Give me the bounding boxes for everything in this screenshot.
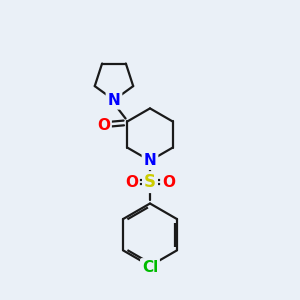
Text: O: O: [162, 175, 175, 190]
Text: N: N: [108, 93, 120, 108]
Text: S: S: [144, 173, 156, 191]
Text: N: N: [144, 153, 156, 168]
Text: N: N: [144, 153, 156, 168]
Text: Cl: Cl: [142, 260, 158, 275]
Text: O: O: [125, 175, 138, 190]
Text: O: O: [97, 118, 110, 134]
Text: N: N: [108, 93, 120, 108]
